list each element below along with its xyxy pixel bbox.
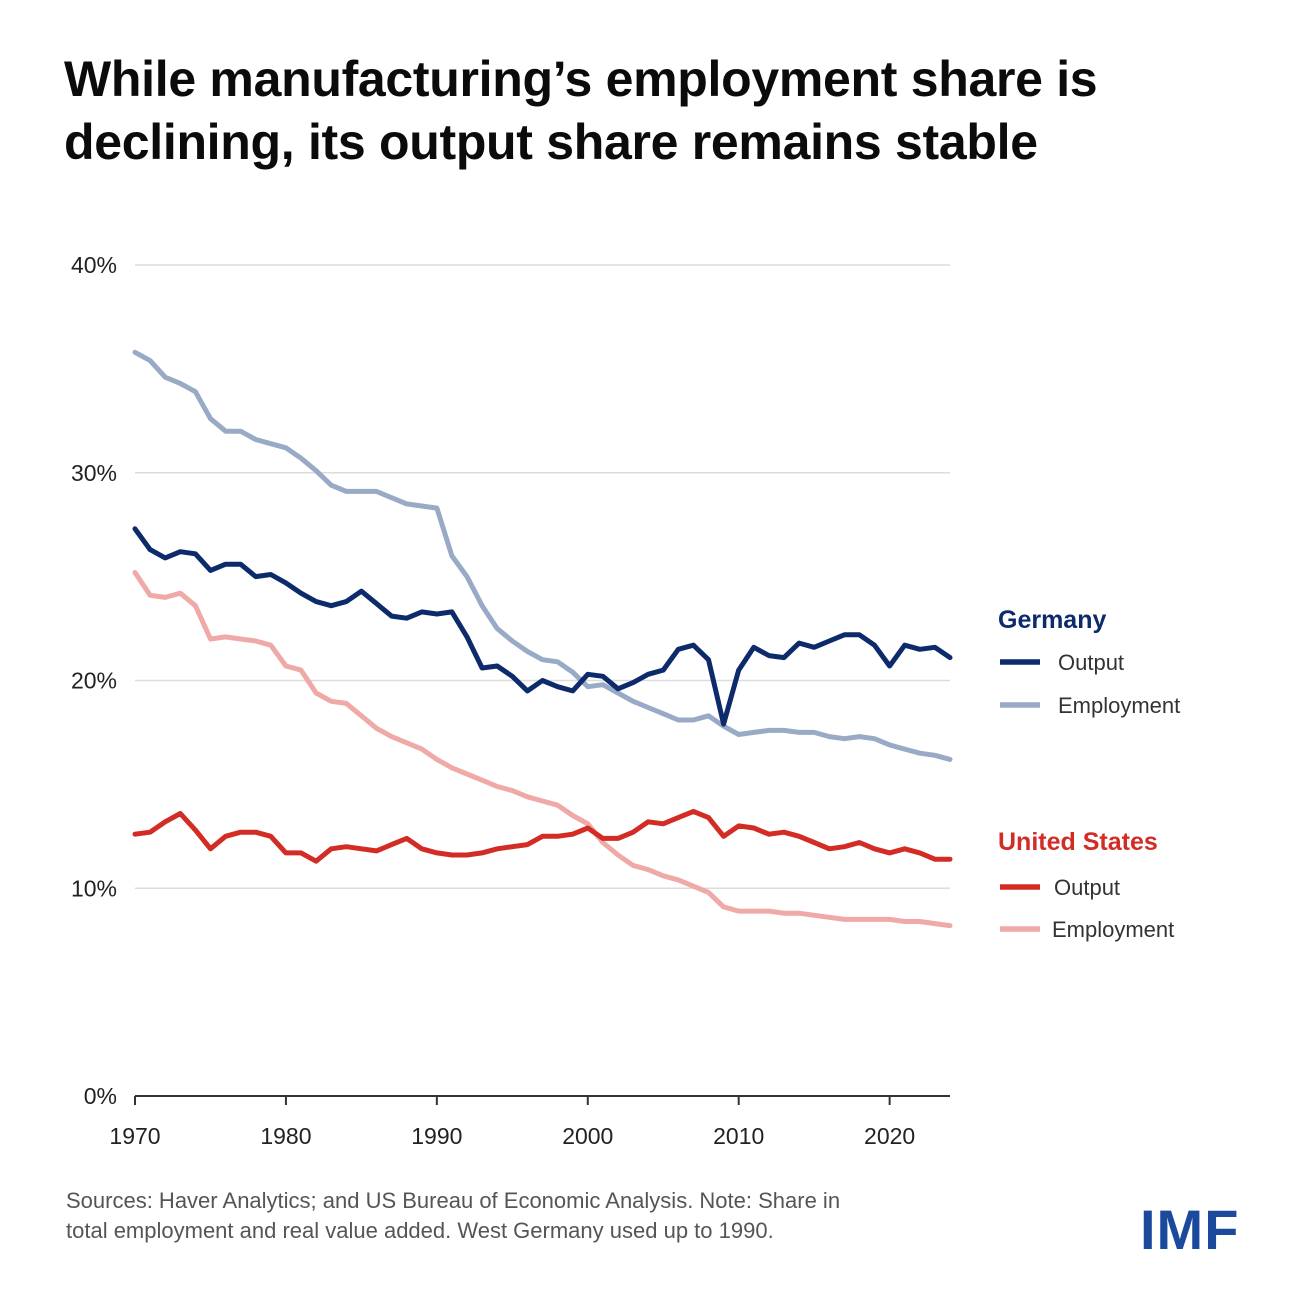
imf-logo: IMF [1140,1198,1240,1261]
legend-germany: Germany Output Employment [998,606,1180,718]
series-line-united-states-employment [132,570,953,929]
legend-us-employment-label: Employment [1052,917,1174,942]
x-tick-label: 1980 [260,1123,311,1149]
series-lines [132,349,953,929]
y-tick-label: 0% [84,1083,117,1109]
source-note-line-1: Sources: Haver Analytics; and US Bureau … [66,1188,841,1213]
legend-germany-output-label: Output [1058,650,1124,675]
y-tick-label: 20% [71,668,117,694]
series-line-united-states-output [132,808,953,864]
x-tick-label: 2000 [562,1123,613,1149]
y-tick-label: 10% [71,875,117,901]
legend-us: United States Output Employment [998,828,1174,942]
chart-title-line-1: While manufacturing’s employment share i… [64,51,1098,107]
chart-title: While manufacturing’s employment share i… [64,48,1244,174]
axes: 0% 10% 20% 30% 40% 1970 1980 1990 2000 2010 2020 [71,252,950,1149]
y-tick-label: 40% [71,252,117,278]
chart-title-line-2: declining, its output share remains stab… [64,114,1038,170]
source-note: Sources: Haver Analytics; and US Bureau … [66,1186,1026,1246]
gridlines [135,264,950,889]
legend-germany-title: Germany [998,606,1106,634]
y-tick-label: 30% [71,460,117,486]
x-tick-label: 2010 [713,1123,764,1149]
source-note-line-2: total employment and real value added. W… [66,1218,774,1243]
series-line-germany-output [132,526,953,727]
series-line-germany-employment [132,349,953,762]
legend-us-output-label: Output [1054,875,1120,900]
x-tick-label: 1990 [411,1123,462,1149]
legend-us-title: United States [998,828,1158,856]
legend-germany-employment-label: Employment [1058,693,1180,718]
line-chart: 0% 10% 20% 30% 40% 1970 1980 1990 2000 2010 2020 G… [71,252,1180,1149]
x-tick-label: 2020 [864,1123,915,1149]
x-tick-label: 1970 [109,1123,160,1149]
